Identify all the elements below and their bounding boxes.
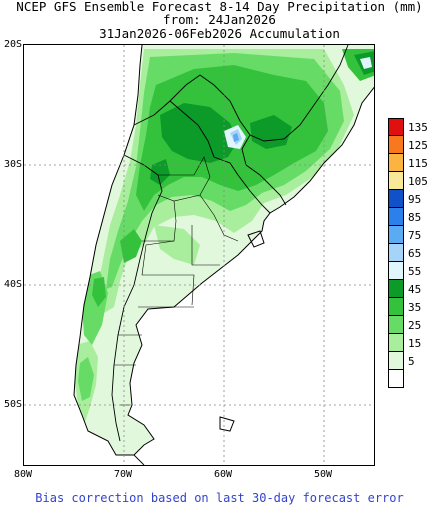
lon-label-50w: 50W <box>313 469 333 480</box>
legend-swatch <box>388 370 404 388</box>
legend-swatch <box>388 334 404 352</box>
legend-swatch <box>388 172 404 190</box>
legend-label: 35 <box>408 301 422 314</box>
lon-label-60w: 60W <box>213 469 233 480</box>
lon-label-80w: 80W <box>13 469 33 480</box>
map-title-line-2: from: 24Jan2026 <box>163 12 276 27</box>
legend-label: 45 <box>408 283 422 296</box>
precip-75 <box>233 133 239 142</box>
coastline <box>73 45 374 456</box>
legend-swatch <box>388 352 404 370</box>
legend-label: 75 <box>408 229 422 242</box>
country-borders <box>111 45 349 465</box>
graticule <box>24 45 374 465</box>
legend-label: 65 <box>408 247 422 260</box>
legend-swatch <box>388 118 404 136</box>
legend-swatch <box>388 136 404 154</box>
lon-label-70w: 70W <box>113 469 133 480</box>
legend-label: 135 <box>408 121 428 134</box>
legend-swatch <box>388 298 404 316</box>
map-canvas <box>24 45 374 465</box>
lat-label-50s: 50S <box>3 399 22 410</box>
legend-label: 15 <box>408 337 422 350</box>
map-title-line-3: 31Jan2026-06Feb2026 Accumulation <box>99 26 340 41</box>
lat-label-30s: 30S <box>3 159 22 170</box>
bias-correction-note: Bias correction based on last 30-day for… <box>35 491 404 505</box>
legend-swatch <box>388 154 404 172</box>
legend-swatch <box>388 244 404 262</box>
legend-swatch <box>388 262 404 280</box>
legend-swatch <box>388 190 404 208</box>
legend-label: 95 <box>408 193 422 206</box>
lat-label-40s: 40S <box>3 279 22 290</box>
legend-swatch <box>388 226 404 244</box>
legend-swatch <box>388 280 404 298</box>
province-borders <box>114 156 239 406</box>
legend-label: 5 <box>408 355 415 368</box>
legend-swatch <box>388 208 404 226</box>
legend-label: 55 <box>408 265 422 278</box>
legend-swatch <box>388 316 404 334</box>
legend-label: 125 <box>408 139 428 152</box>
legend-label: 85 <box>408 211 422 224</box>
lat-label-20s: 20S <box>3 39 22 50</box>
legend-label: 115 <box>408 157 428 170</box>
legend-label: 25 <box>408 319 422 332</box>
ocean-mask <box>24 45 374 465</box>
precipitation-map <box>23 44 375 466</box>
legend-label: 105 <box>408 175 428 188</box>
map-title-line-1: NCEP GFS Ensemble Forecast 8-14 Day Prec… <box>16 0 423 14</box>
